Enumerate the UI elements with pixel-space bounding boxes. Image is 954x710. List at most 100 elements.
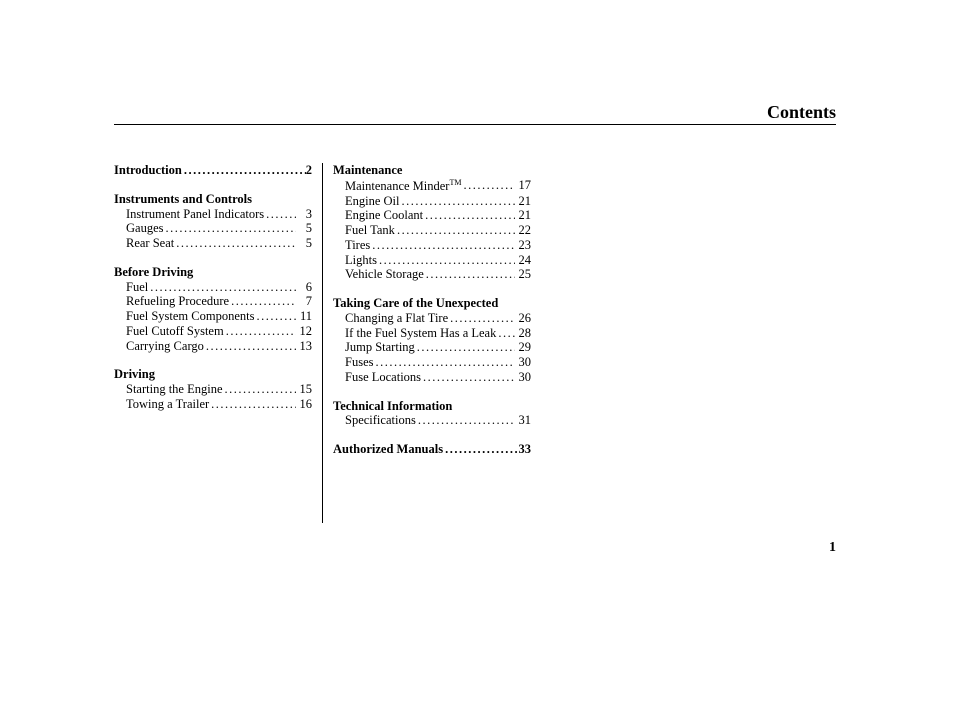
toc-entry-page: 31 [515,413,531,428]
toc-entry: Specifications..........................… [333,413,531,428]
toc-entry-label: Engine Coolant [345,208,423,223]
toc-leader-dots: ........................................… [448,311,515,326]
toc-section: Technical InformationSpecifications.....… [333,399,531,429]
toc-leader-dots: ........................................… [400,194,515,209]
toc-leader-dots: ........................................… [395,223,515,238]
trademark-icon: TM [449,178,461,187]
toc-entry-label: Vehicle Storage [345,267,424,282]
toc-leader-dots: ........................................… [224,324,296,339]
toc-entry-label: Maintenance MinderTM [345,178,461,194]
toc-leader-dots: ........................................… [421,370,515,385]
toc-leader-dots: ........................................… [229,294,296,309]
toc-entry-label: Carrying Cargo [126,339,204,354]
header-rule [114,124,836,125]
toc-leader-dots: ........................................… [209,397,296,412]
toc-entry-page: 28 [515,326,531,341]
toc-entry: Towing a Trailer........................… [114,397,312,412]
toc-entry-label: Towing a Trailer [126,397,209,412]
toc-leader-dots: ........................................… [423,208,515,223]
toc-heading-page: 2 [306,163,312,178]
toc-entry-page: 23 [515,238,531,253]
toc-entry-page: 25 [515,267,531,282]
toc-entry-label: Gauges [126,221,164,236]
toc-page: Contents Introduction...................… [114,124,836,523]
toc-leader-dots: ........................................… [204,339,296,354]
toc-entry: Engine Coolant..........................… [333,208,531,223]
toc-entry: Lights..................................… [333,253,531,268]
toc-entry-page: 12 [296,324,312,339]
toc-entry-page: 7 [296,294,312,309]
toc-entry-label: Lights [345,253,377,268]
toc-entry-label: Changing a Flat Tire [345,311,448,326]
toc-entry-page: 24 [515,253,531,268]
toc-entry: Maintenance MinderTM....................… [333,178,531,194]
toc-leader-dots: ........................................… [424,267,515,282]
toc-entry: Changing a Flat Tire....................… [333,311,531,326]
page-number: 1 [829,540,836,556]
toc-entry-label: Fuel [126,280,148,295]
toc-heading-label: Maintenance [333,163,402,178]
toc-section-heading: Driving [114,367,312,382]
toc-columns: Introduction............................… [114,163,836,523]
toc-column-left: Introduction............................… [114,163,322,523]
toc-section: DrivingStarting the Engine..............… [114,367,312,411]
toc-leader-dots: ........................................… [377,253,515,268]
toc-heading-label: Instruments and Controls [114,192,252,207]
toc-entry-label: Rear Seat [126,236,174,251]
toc-leader-dots: ........................................… [182,163,306,178]
toc-leader-dots: ........................................… [443,442,518,457]
toc-leader-dots: ........................................… [264,207,296,222]
toc-entry-page: 21 [515,194,531,209]
toc-leader-dots: ........................................… [174,236,296,251]
toc-section-heading: Maintenance [333,163,531,178]
toc-entry: Rear Seat...............................… [114,236,312,251]
toc-section-heading: Introduction............................… [114,163,312,178]
toc-leader-dots: ........................................… [148,280,296,295]
toc-leader-dots: ........................................… [416,413,515,428]
toc-entry-page: 26 [515,311,531,326]
toc-entry-label: If the Fuel System Has a Leak [345,326,496,341]
toc-entry-page: 13 [296,339,312,354]
toc-entry-page: 11 [296,309,312,324]
toc-entry-label: Fuel Cutoff System [126,324,224,339]
toc-entry-page: 30 [515,370,531,385]
toc-leader-dots: ........................................… [254,309,296,324]
toc-entry-page: 5 [296,221,312,236]
toc-entry-label: Refueling Procedure [126,294,229,309]
toc-section: Introduction............................… [114,163,312,178]
toc-section: Instruments and ControlsInstrument Panel… [114,192,312,251]
toc-entry: Gauges..................................… [114,221,312,236]
toc-entry-page: 5 [296,236,312,251]
toc-heading-label: Technical Information [333,399,452,414]
toc-heading-label: Before Driving [114,265,193,280]
toc-entry: Fuel Cutoff System......................… [114,324,312,339]
toc-entry-page: 29 [515,340,531,355]
toc-leader-dots: ........................................… [415,340,515,355]
toc-entry: Starting the Engine.....................… [114,382,312,397]
toc-entry-page: 30 [515,355,531,370]
toc-entry: Fuse Locations..........................… [333,370,531,385]
toc-entry-label: Engine Oil [345,194,400,209]
toc-entry-label: Tires [345,238,370,253]
toc-entry-label: Specifications [345,413,416,428]
toc-entry: Carrying Cargo..........................… [114,339,312,354]
toc-section-heading: Instruments and Controls [114,192,312,207]
toc-heading-page: 33 [519,442,532,457]
toc-entry-label: Fuse Locations [345,370,421,385]
toc-section-heading: Authorized Manuals......................… [333,442,531,457]
toc-column-right: MaintenanceMaintenance MinderTM.........… [333,163,541,523]
toc-entry: Refueling Procedure.....................… [114,294,312,309]
toc-heading-label: Driving [114,367,155,382]
toc-entry: Fuel System Components..................… [114,309,312,324]
toc-section-heading: Taking Care of the Unexpected [333,296,531,311]
toc-entry-label: Fuel System Components [126,309,254,324]
toc-leader-dots: ........................................… [164,221,297,236]
toc-entry-page: 17 [515,178,531,194]
toc-entry: Fuel....................................… [114,280,312,295]
toc-leader-dots: ........................................… [461,178,515,194]
toc-entry-label: Jump Starting [345,340,415,355]
toc-entry-label: Fuel Tank [345,223,395,238]
toc-section-heading: Technical Information [333,399,531,414]
toc-section-heading: Before Driving [114,265,312,280]
toc-entry: If the Fuel System Has a Leak...........… [333,326,531,341]
